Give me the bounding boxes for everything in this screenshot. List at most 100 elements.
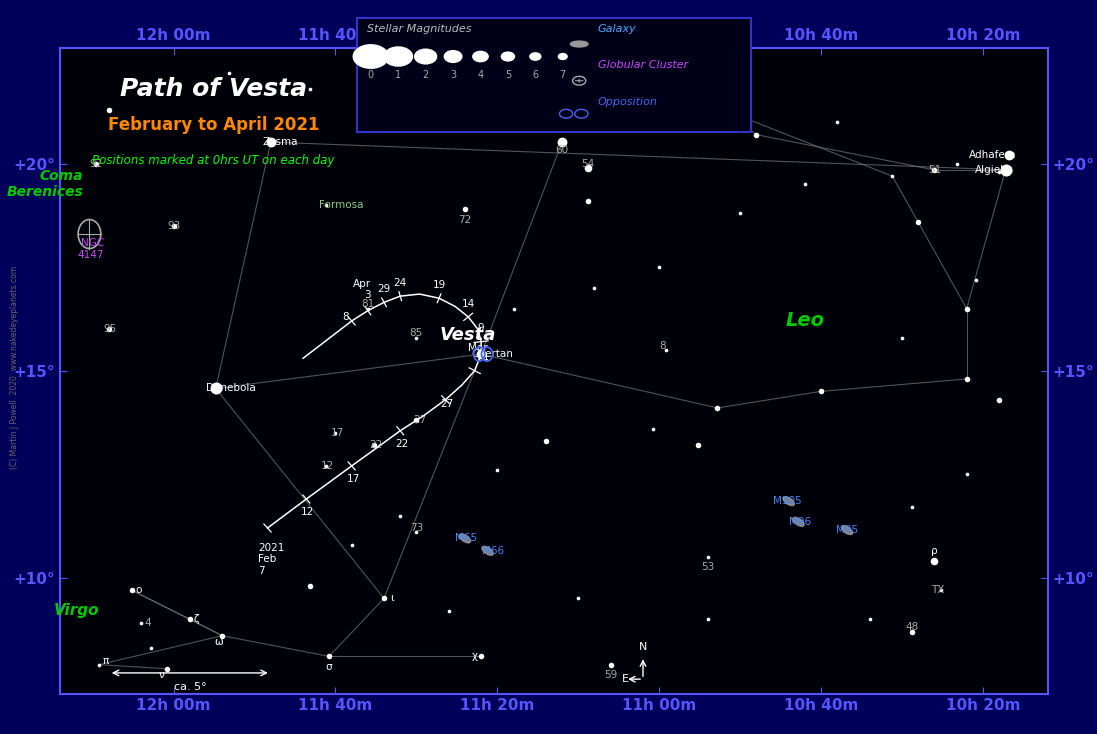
Text: M65: M65 bbox=[455, 534, 477, 543]
Text: Zosma: Zosma bbox=[262, 137, 298, 147]
Text: 17: 17 bbox=[330, 428, 343, 437]
Point bbox=[214, 630, 231, 642]
Text: 24: 24 bbox=[394, 278, 407, 288]
Text: 72: 72 bbox=[459, 214, 472, 225]
Point bbox=[991, 166, 1008, 178]
Text: ρ: ρ bbox=[931, 546, 938, 556]
Point bbox=[932, 584, 950, 596]
Point bbox=[343, 539, 361, 550]
Point bbox=[165, 220, 182, 232]
Text: 4: 4 bbox=[145, 618, 151, 628]
Ellipse shape bbox=[460, 534, 471, 543]
Point bbox=[812, 385, 829, 397]
Text: Galaxy: Galaxy bbox=[598, 24, 636, 34]
Text: 53: 53 bbox=[701, 562, 714, 573]
Text: Chertan: Chertan bbox=[472, 349, 513, 359]
Text: 1: 1 bbox=[395, 70, 402, 80]
Text: o: o bbox=[135, 585, 142, 595]
Text: Apr
3: Apr 3 bbox=[353, 279, 371, 300]
Text: 27: 27 bbox=[412, 415, 426, 426]
Text: 59: 59 bbox=[604, 670, 618, 680]
Point bbox=[903, 625, 920, 637]
Point bbox=[219, 67, 237, 79]
Ellipse shape bbox=[783, 497, 794, 506]
Text: 81: 81 bbox=[361, 299, 374, 310]
Point bbox=[709, 402, 726, 414]
Text: 9: 9 bbox=[478, 324, 485, 333]
Text: 8: 8 bbox=[659, 341, 666, 351]
Text: M105: M105 bbox=[773, 496, 802, 506]
Point bbox=[796, 178, 814, 190]
Point bbox=[699, 551, 716, 563]
Point bbox=[408, 332, 426, 344]
Text: 22: 22 bbox=[370, 440, 383, 450]
Point bbox=[87, 158, 104, 170]
Point bbox=[473, 650, 490, 662]
Text: M66: M66 bbox=[482, 546, 504, 556]
Point bbox=[123, 584, 140, 596]
Text: 2021
Feb
7: 2021 Feb 7 bbox=[258, 542, 284, 575]
Point bbox=[602, 54, 620, 66]
Text: NGC
4147: NGC 4147 bbox=[78, 238, 104, 260]
Point bbox=[488, 464, 506, 476]
Text: π: π bbox=[103, 655, 109, 666]
Text: Path of Vesta: Path of Vesta bbox=[120, 77, 307, 101]
Point bbox=[602, 659, 620, 671]
Point bbox=[579, 195, 597, 207]
Text: Algieba: Algieba bbox=[974, 165, 1014, 175]
Text: 85: 85 bbox=[409, 328, 422, 338]
Text: 5: 5 bbox=[505, 70, 511, 80]
Point bbox=[100, 324, 117, 335]
Text: 7: 7 bbox=[559, 70, 566, 80]
Text: 60: 60 bbox=[555, 145, 568, 156]
Text: Formosa: Formosa bbox=[319, 200, 364, 210]
Text: σ: σ bbox=[326, 662, 332, 672]
Point bbox=[505, 302, 522, 314]
Text: Stellar Magnitudes: Stellar Magnitudes bbox=[367, 24, 472, 34]
Point bbox=[715, 104, 733, 116]
Text: Adhafera: Adhafera bbox=[970, 150, 1017, 160]
Text: 14: 14 bbox=[462, 299, 475, 308]
Text: 93: 93 bbox=[167, 221, 180, 230]
Point bbox=[893, 332, 911, 344]
Text: TX: TX bbox=[931, 585, 945, 595]
Point bbox=[133, 617, 150, 629]
Text: (C) Martin J Powell  2020  www.nakedeyeplanets.com: (C) Martin J Powell 2020 www.nakedeyepla… bbox=[10, 266, 19, 468]
Point bbox=[926, 555, 943, 567]
Point bbox=[359, 302, 376, 314]
Text: 12: 12 bbox=[302, 507, 315, 517]
Text: ι: ι bbox=[391, 593, 394, 603]
Point bbox=[579, 162, 597, 174]
Point bbox=[828, 117, 846, 128]
Text: Denebola: Denebola bbox=[206, 383, 256, 393]
Point bbox=[732, 208, 749, 219]
Text: 12: 12 bbox=[320, 461, 333, 471]
Ellipse shape bbox=[841, 526, 852, 534]
Text: 27: 27 bbox=[440, 399, 454, 409]
Point bbox=[317, 199, 335, 211]
Text: 92: 92 bbox=[90, 159, 103, 169]
Text: ca. 5°: ca. 5° bbox=[173, 682, 206, 692]
Text: 51: 51 bbox=[928, 165, 941, 175]
Point bbox=[909, 216, 927, 228]
Text: 22: 22 bbox=[395, 439, 408, 449]
Point bbox=[883, 170, 901, 182]
Text: 73: 73 bbox=[410, 523, 423, 533]
Text: February to April 2021: February to April 2021 bbox=[108, 115, 319, 134]
Text: 17: 17 bbox=[347, 474, 360, 484]
Point bbox=[861, 613, 879, 625]
Point bbox=[320, 650, 338, 662]
Text: 0: 0 bbox=[367, 70, 374, 80]
Point bbox=[90, 659, 108, 671]
Text: 95: 95 bbox=[104, 324, 117, 334]
Point bbox=[473, 348, 490, 360]
Point bbox=[158, 663, 176, 675]
Text: ω: ω bbox=[214, 637, 223, 647]
Text: 48: 48 bbox=[905, 622, 918, 633]
Point bbox=[1000, 150, 1018, 161]
Text: Globular Cluster: Globular Cluster bbox=[598, 60, 688, 70]
Point bbox=[958, 302, 975, 314]
Point bbox=[440, 605, 457, 617]
Text: M95: M95 bbox=[836, 525, 858, 535]
Point bbox=[317, 460, 335, 472]
